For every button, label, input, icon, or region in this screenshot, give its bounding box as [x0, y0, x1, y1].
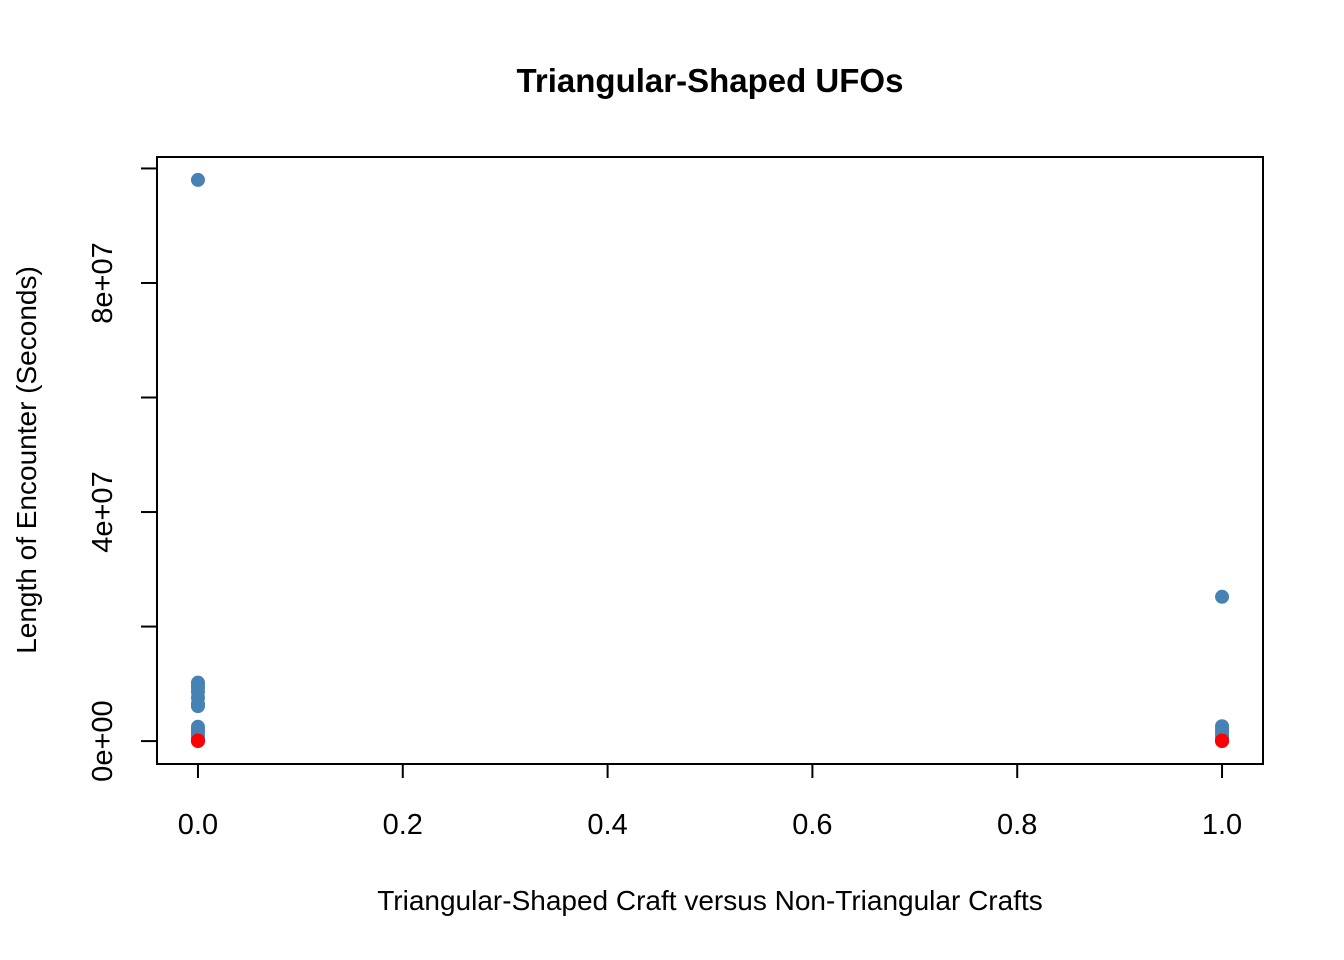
y-tick-label: 8e+07 — [87, 242, 119, 323]
x-axis-label: Triangular-Shaped Craft versus Non-Trian… — [377, 885, 1043, 916]
x-tick-label: 0.2 — [383, 809, 423, 841]
y-axis-label: Length of Encounter (Seconds) — [11, 266, 42, 654]
data-point-steelblue — [1215, 589, 1230, 604]
data-point-steelblue — [190, 699, 205, 714]
x-tick-label: 0.4 — [587, 809, 627, 841]
x-tick-label: 0.6 — [792, 809, 832, 841]
x-tick-label: 0.0 — [178, 809, 218, 841]
y-tick-label: 0e+00 — [87, 700, 119, 781]
data-point-red — [1215, 734, 1230, 749]
data-points — [190, 172, 1230, 749]
data-point-steelblue — [190, 172, 205, 187]
data-point-red — [190, 734, 205, 749]
plot-frame — [156, 156, 1264, 765]
y-axis: 0e+00 4e+07 8e+07 — [87, 167, 158, 782]
chart-title: Triangular-Shaped UFOs — [517, 62, 904, 99]
x-axis: 0.0 0.2 0.4 0.6 0.8 1.0 — [178, 763, 1242, 841]
x-tick-label: 1.0 — [1202, 809, 1242, 841]
y-tick-label: 4e+07 — [87, 471, 119, 552]
x-tick-label: 0.8 — [997, 809, 1037, 841]
